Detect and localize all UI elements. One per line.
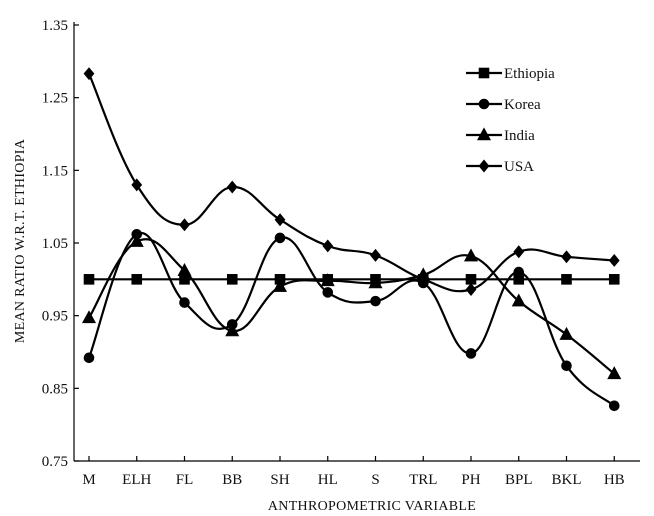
legend: Ethiopia Korea India USA <box>466 66 555 175</box>
data-point-korea <box>561 360 572 372</box>
y-axis-title: MEAN RATIO W.R.T. ETHIOPIA <box>13 138 28 343</box>
legend-label-ethiopia: Ethiopia <box>504 66 555 82</box>
data-point-ethiopia <box>83 274 95 285</box>
legend-label-usa: USA <box>504 159 534 175</box>
x-tick-label: BB <box>222 472 242 488</box>
y-ticks: 0.75 0.85 0.95 1.05 1.15 1.25 1.35 <box>42 18 79 470</box>
data-point-korea <box>370 295 381 307</box>
x-tick-label: M <box>82 472 95 488</box>
x-tick-label: BKL <box>552 472 582 488</box>
y-tick-label: 0.75 <box>42 454 68 470</box>
data-point-india <box>81 310 97 324</box>
y-tick-label: 0.95 <box>42 309 68 325</box>
data-point-usa <box>179 218 190 232</box>
data-point-ethiopia <box>226 274 238 285</box>
data-point-usa <box>131 178 143 192</box>
data-point-india <box>511 293 526 307</box>
data-point-india <box>368 275 383 289</box>
data-point-usa <box>274 213 286 227</box>
data-point-korea <box>179 297 190 308</box>
data-point-ethiopia <box>131 274 143 285</box>
x-tick-label: S <box>371 472 379 488</box>
data-point-usa <box>513 245 525 259</box>
data-point-korea <box>83 352 95 364</box>
data-point-korea <box>322 287 334 298</box>
series-markers <box>81 67 622 412</box>
data-point-usa <box>561 250 572 264</box>
series-line-korea <box>87 231 615 407</box>
y-tick-label: 1.15 <box>42 163 68 179</box>
data-point-india <box>225 323 240 337</box>
legend-marker-ethiopia <box>478 67 490 79</box>
data-point-ethiopia <box>465 274 477 285</box>
data-point-usa <box>417 272 429 286</box>
data-point-india <box>320 273 335 287</box>
data-point-korea <box>274 232 286 244</box>
data-point-korea <box>608 400 620 412</box>
legend-label-korea: Korea <box>504 97 541 113</box>
x-tick-label: HB <box>604 472 625 488</box>
x-tick-label: PH <box>461 472 480 488</box>
series-line-india <box>88 238 615 375</box>
data-point-usa <box>465 283 477 296</box>
data-point-ethiopia <box>561 274 572 285</box>
legend-marker-usa <box>478 159 490 173</box>
data-point-korea <box>513 266 525 278</box>
legend-label-india: India <box>504 128 535 144</box>
y-tick-label: 0.85 <box>42 381 68 397</box>
y-tick-label: 1.25 <box>42 91 68 107</box>
x-ticks: M ELH FL BB SH HL S TRL PH BPL BKL HB <box>82 456 625 488</box>
x-tick-label: HL <box>318 472 338 488</box>
y-tick-label: 1.05 <box>42 236 68 252</box>
data-point-india <box>559 326 574 340</box>
data-point-india <box>177 262 192 276</box>
data-point-usa <box>370 248 381 262</box>
data-point-usa <box>322 239 334 253</box>
data-point-ethiopia <box>608 274 620 285</box>
y-tick-label: 1.35 <box>42 18 68 34</box>
x-tick-label: SH <box>270 472 289 488</box>
x-tick-label: TRL <box>409 472 437 488</box>
data-point-usa <box>226 180 238 194</box>
data-point-usa <box>83 67 95 81</box>
legend-marker-india <box>476 127 492 141</box>
data-point-india <box>463 248 479 262</box>
series-lines <box>87 73 615 407</box>
data-point-india <box>129 233 144 247</box>
data-point-usa <box>608 253 620 267</box>
data-point-india <box>607 366 622 380</box>
x-tick-label: ELH <box>122 472 151 488</box>
x-axis-title: ANTHROPOMETRIC VARIABLE <box>268 499 476 514</box>
x-tick-label: FL <box>176 472 194 488</box>
data-point-india <box>272 278 288 292</box>
x-tick-label: BPL <box>505 472 533 488</box>
data-point-korea <box>465 348 477 359</box>
legend-marker-korea <box>478 98 490 110</box>
axes <box>73 22 640 462</box>
